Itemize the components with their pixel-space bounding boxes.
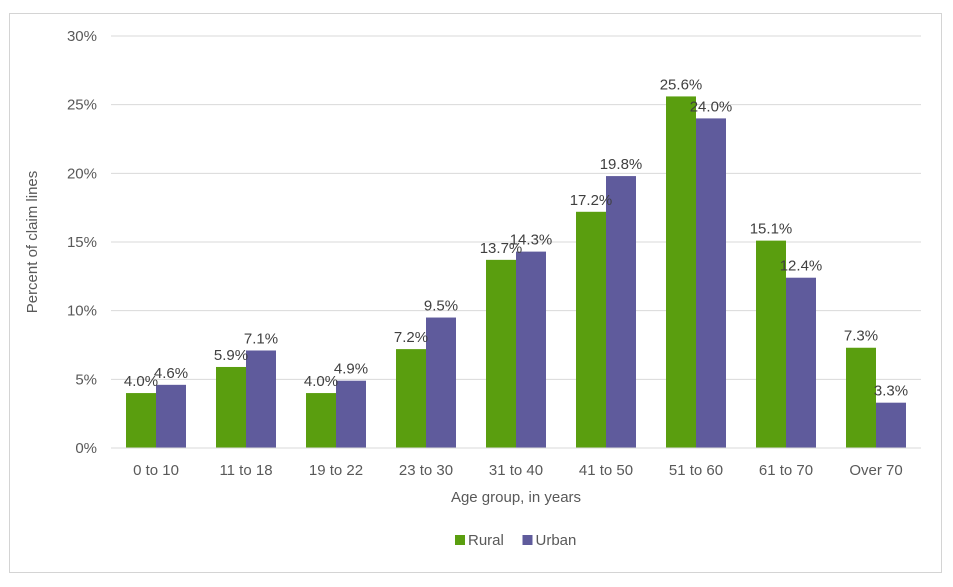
x-tick-label: 31 to 40 [489,462,543,479]
bar-urban-4 [516,251,546,448]
data-label-urban: 12.4% [780,258,823,275]
data-label-urban: 3.3% [874,383,908,400]
x-axis-title: Age group, in years [451,489,581,506]
bar-rural-5 [576,211,606,448]
bar-rural-3 [396,349,426,448]
data-label-rural: 25.6% [660,76,703,93]
x-tick-label: 0 to 10 [133,462,179,479]
x-tick-label: Over 70 [849,462,902,479]
bar-urban-6 [696,118,726,449]
y-tick-label: 10% [67,303,97,320]
data-label-rural: 4.0% [304,373,338,390]
y-tick-label: 25% [67,97,97,114]
x-tick-label: 11 to 18 [219,462,272,479]
y-tick-label: 15% [67,234,97,251]
data-label-urban: 19.8% [600,156,643,173]
x-tick-label: 23 to 30 [399,462,453,479]
y-tick-label: 20% [67,165,97,182]
bar-urban-0 [156,384,186,448]
data-label-urban: 4.9% [334,361,368,378]
legend-label-urban: Urban [536,532,577,549]
y-axis-title: Percent of claim lines [24,171,41,314]
data-labels: 4.0%4.6%5.9%7.1%4.0%4.9%7.2%9.5%13.7%14.… [124,76,908,399]
bar-rural-0 [126,393,156,448]
data-label-rural: 4.0% [124,373,158,390]
bar-urban-3 [426,317,456,448]
data-label-urban: 7.1% [244,330,278,347]
bar-urban-2 [336,380,366,448]
bar-urban-7 [786,277,816,448]
bar-rural-7 [756,240,786,448]
legend: Rural Urban [455,532,576,549]
legend-swatch-urban [522,535,533,545]
y-tick-label: 0% [75,440,97,457]
y-tick-label: 30% [67,28,97,45]
x-tick-label: 41 to 50 [579,462,633,479]
data-label-urban: 14.3% [510,232,553,249]
y-axis-ticks: 0% 5% 10% 15% 20% 25% 30% [67,28,97,457]
x-tick-label: 61 to 70 [759,462,813,479]
data-label-rural: 13.7% [480,240,523,257]
data-label-urban: 9.5% [424,298,458,315]
data-label-rural: 7.2% [394,329,428,346]
data-label-rural: 15.1% [750,221,793,238]
data-label-rural: 5.9% [214,347,248,364]
data-label-urban: 4.6% [154,365,188,382]
bar-rural-1 [216,366,246,448]
bar-urban-5 [606,176,636,448]
x-tick-label: 19 to 22 [309,462,363,479]
bar-rural-4 [486,259,516,448]
bar-urban-1 [246,350,276,448]
legend-swatch-rural [455,535,465,545]
x-tick-label: 51 to 60 [669,462,723,479]
y-tick-label: 5% [75,371,97,388]
x-axis-ticks: 0 to 10 11 to 18 19 to 22 23 to 30 31 to 40 4… [133,462,903,479]
legend-label-rural: Rural [468,532,504,549]
bars [126,96,906,449]
data-label-urban: 24.0% [690,98,733,115]
bar-rural-2 [306,393,336,448]
bar-urban-8 [876,402,906,448]
bar-rural-8 [846,347,876,448]
data-label-rural: 17.2% [570,192,613,209]
data-label-rural: 7.3% [844,328,878,345]
bar-rural-6 [666,96,696,448]
